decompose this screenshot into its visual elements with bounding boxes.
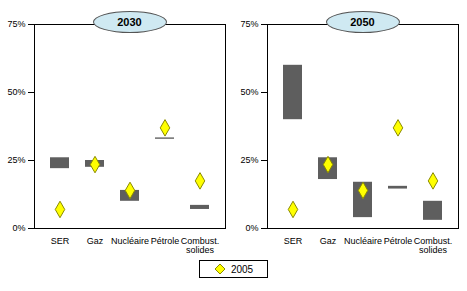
svg-text:Combust.solides: Combust.solides xyxy=(414,236,453,255)
svg-text:25%: 25% xyxy=(240,155,258,165)
svg-text:75%: 75% xyxy=(7,19,25,29)
svg-text:Nucléaire: Nucléaire xyxy=(111,236,149,246)
svg-text:Gaz: Gaz xyxy=(320,236,337,246)
svg-text:25%: 25% xyxy=(7,155,25,165)
svg-text:50%: 50% xyxy=(7,87,25,97)
html-text:2005: 2005 xyxy=(230,263,254,275)
svg-text:Pétrole: Pétrole xyxy=(384,236,413,246)
svg-text:Pétrole: Pétrole xyxy=(151,236,180,246)
svg-text:SER: SER xyxy=(51,236,70,246)
svg-text:50%: 50% xyxy=(240,87,258,97)
svg-text:Nucléaire: Nucléaire xyxy=(344,236,382,246)
svg-text:75%: 75% xyxy=(240,19,258,29)
html-text:2030: 2030 xyxy=(117,16,142,28)
html-text:2050: 2050 xyxy=(350,16,375,28)
svg-text:0%: 0% xyxy=(12,223,25,233)
svg-text:Gaz: Gaz xyxy=(87,236,104,246)
svg-text:Combust.solides: Combust.solides xyxy=(181,236,220,255)
svg-text:0%: 0% xyxy=(245,223,258,233)
svg-text:SER: SER xyxy=(284,236,303,246)
